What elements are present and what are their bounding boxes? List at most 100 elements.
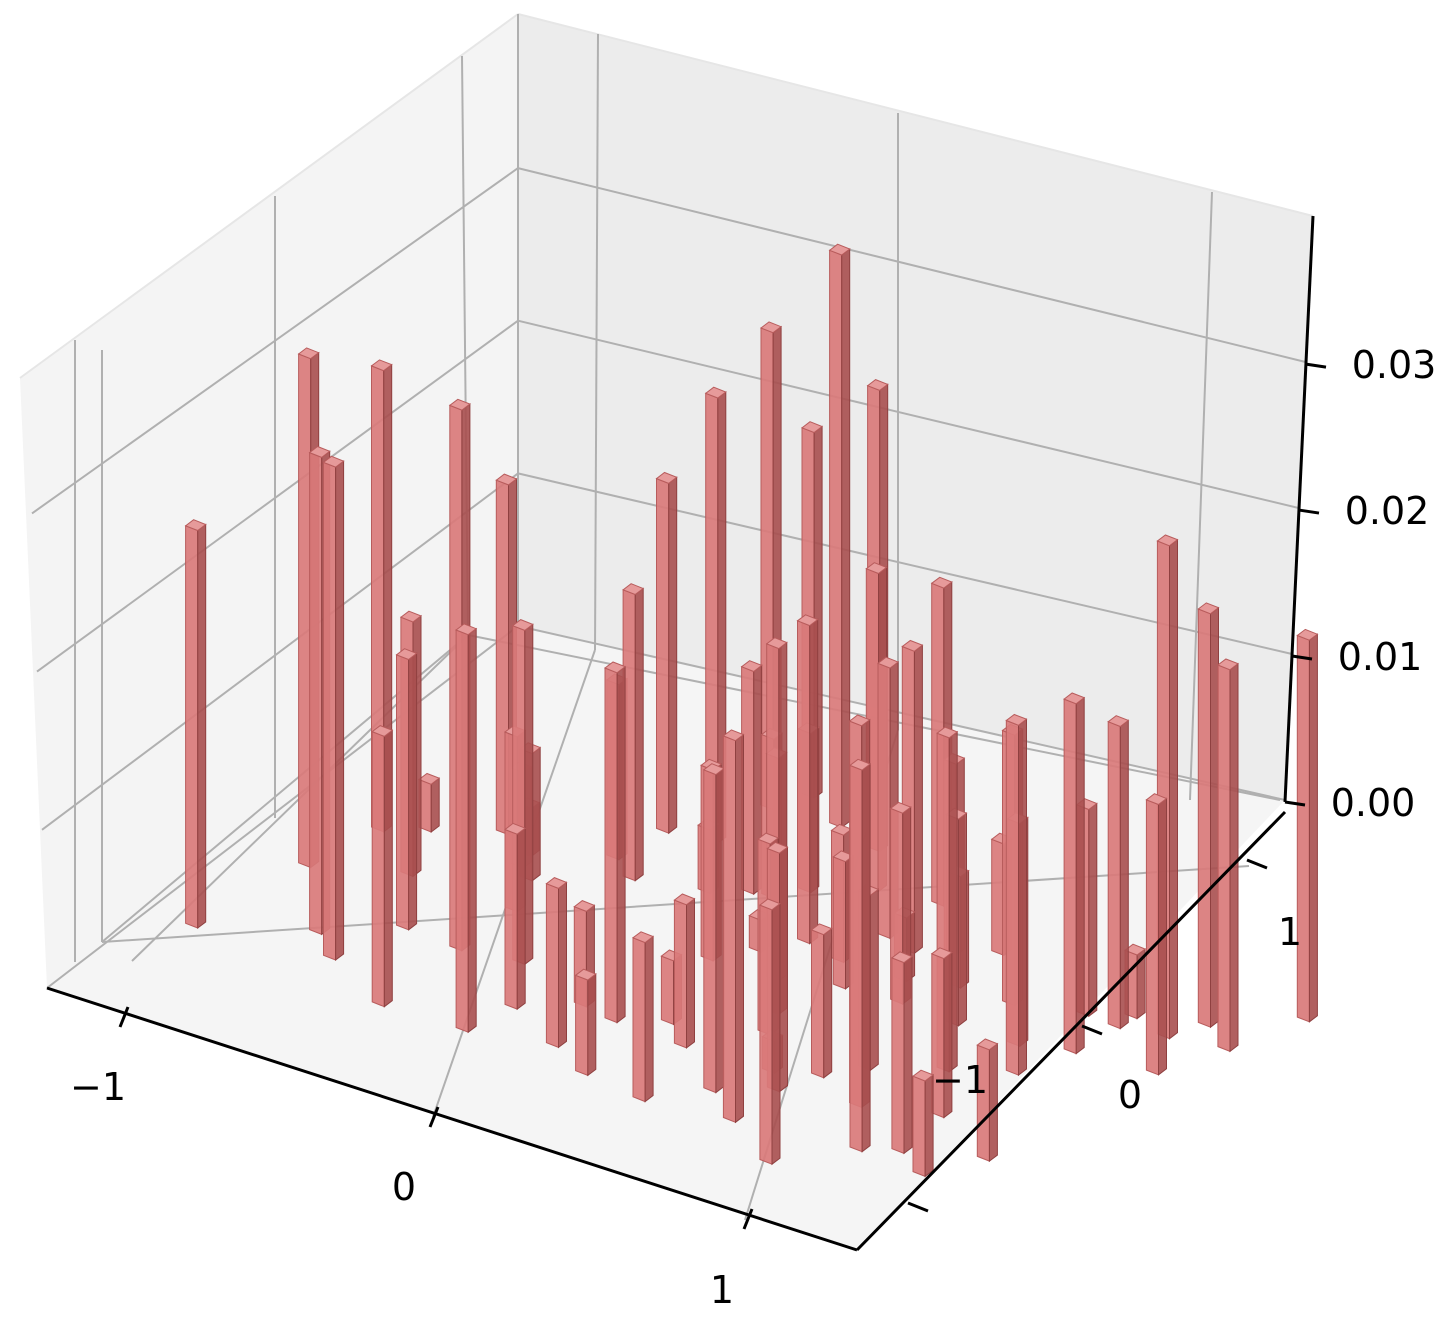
bar [631,931,655,1103]
bar-face-front [455,629,469,1033]
bar-face-top [740,660,763,673]
bar-face-top [370,359,393,372]
bar-face-front [660,955,674,1026]
bar-face-top [848,714,871,727]
bar-face-top [889,801,912,814]
bar-face-front [829,249,843,829]
bar [1145,793,1168,1076]
bar-face-side [1075,696,1085,1055]
bar-face-front [1217,664,1231,1053]
bar-face-top [1107,715,1130,728]
bar-face-side [335,460,345,961]
bar-face-top [395,648,418,661]
bar-face-top [890,951,914,964]
bar-face-top [766,841,789,854]
tick-labels: −1 0 1 −1 0 1 0.00 0.01 0.02 0.03 [70,343,1436,1312]
bar [545,877,568,1049]
bar-face-top [796,614,819,627]
bar-face-side [779,846,788,1093]
y-tick-label: 1 [1278,910,1302,954]
bar [1197,602,1220,1029]
bar [722,729,745,1124]
bar-face-side [988,1042,998,1163]
x-tick [742,1208,754,1230]
bar-face-side [958,812,967,1027]
bar-face-top [1197,602,1220,615]
bar [1216,658,1240,1053]
bar-face-front [604,667,618,1024]
bar [1005,713,1028,1077]
bar-face-front [832,856,846,990]
bar-face-top [184,519,207,532]
bar [1296,628,1319,1023]
z-grid-line [517,319,1300,510]
bar [395,648,418,931]
bar-face-side [668,476,678,835]
bar-face-side [913,644,923,955]
bar [1107,715,1130,1030]
z-tick-label: 0.03 [1352,343,1437,387]
bar-face-side [524,623,534,966]
bar-face-side [869,888,879,1072]
bar-face-top [1145,793,1168,806]
x-tick-label: −1 [70,1065,126,1109]
bar-face-side [1088,802,1098,1018]
bar-face-top [936,726,959,739]
bar-face-side [841,248,851,829]
bar-face-top [865,562,888,575]
z-grid-line [36,319,519,673]
bar-face-side [1119,719,1129,1030]
bar [455,623,478,1034]
z-tick-label: 0.00 [1331,781,1416,825]
bar-face-top [848,758,872,771]
y-tick [1081,1024,1103,1036]
bar-face-top [448,398,471,411]
bar [890,951,914,1155]
bar [911,1069,935,1178]
bar [603,661,627,1024]
bar [371,725,394,1008]
bar-face-front [877,662,891,940]
bar-face-top [866,379,889,391]
bar-face-front [309,451,323,936]
bar [758,898,782,1166]
x-tick [428,1106,440,1128]
bar-face-top [759,321,783,334]
bar-face-top [511,619,534,631]
bar-face-front [759,904,773,1165]
bar-face-front [323,461,337,961]
pane-edge [517,13,1314,217]
bar-face-top [1005,713,1028,726]
bar-face-front [632,937,646,1103]
bar-face-side [1169,538,1178,1040]
bar-face-top [1296,628,1319,641]
bar-face-top [1216,658,1240,671]
bar-face-top [911,1069,935,1082]
bar-face-top [322,455,345,468]
bar-face-side [558,881,567,1049]
bar-face-front [849,764,863,1153]
bar-face-top [673,893,696,906]
bar-face-top [758,898,782,911]
bar-face-front [575,974,589,1077]
bar-face-top [810,923,833,936]
bar-face-front [371,730,385,1008]
y-axis-line [855,810,1287,1252]
x-grid-line [594,33,599,651]
bar [976,1038,999,1163]
bar-face-top [308,445,331,458]
bar-face-top [622,583,645,596]
bar-face-side [197,523,207,929]
bar [796,614,819,945]
bar-face-front [703,769,717,1094]
z-grid-line [31,167,519,515]
bar [184,519,207,929]
bar [655,471,678,835]
bar-face-front [1197,608,1211,1028]
bar-face-front [545,882,559,1049]
bar-face-side [1308,633,1318,1023]
bars [184,243,1319,1178]
y-tick-label: −1 [932,1058,988,1102]
bar [503,822,527,1011]
bar-face-side [587,973,597,1077]
